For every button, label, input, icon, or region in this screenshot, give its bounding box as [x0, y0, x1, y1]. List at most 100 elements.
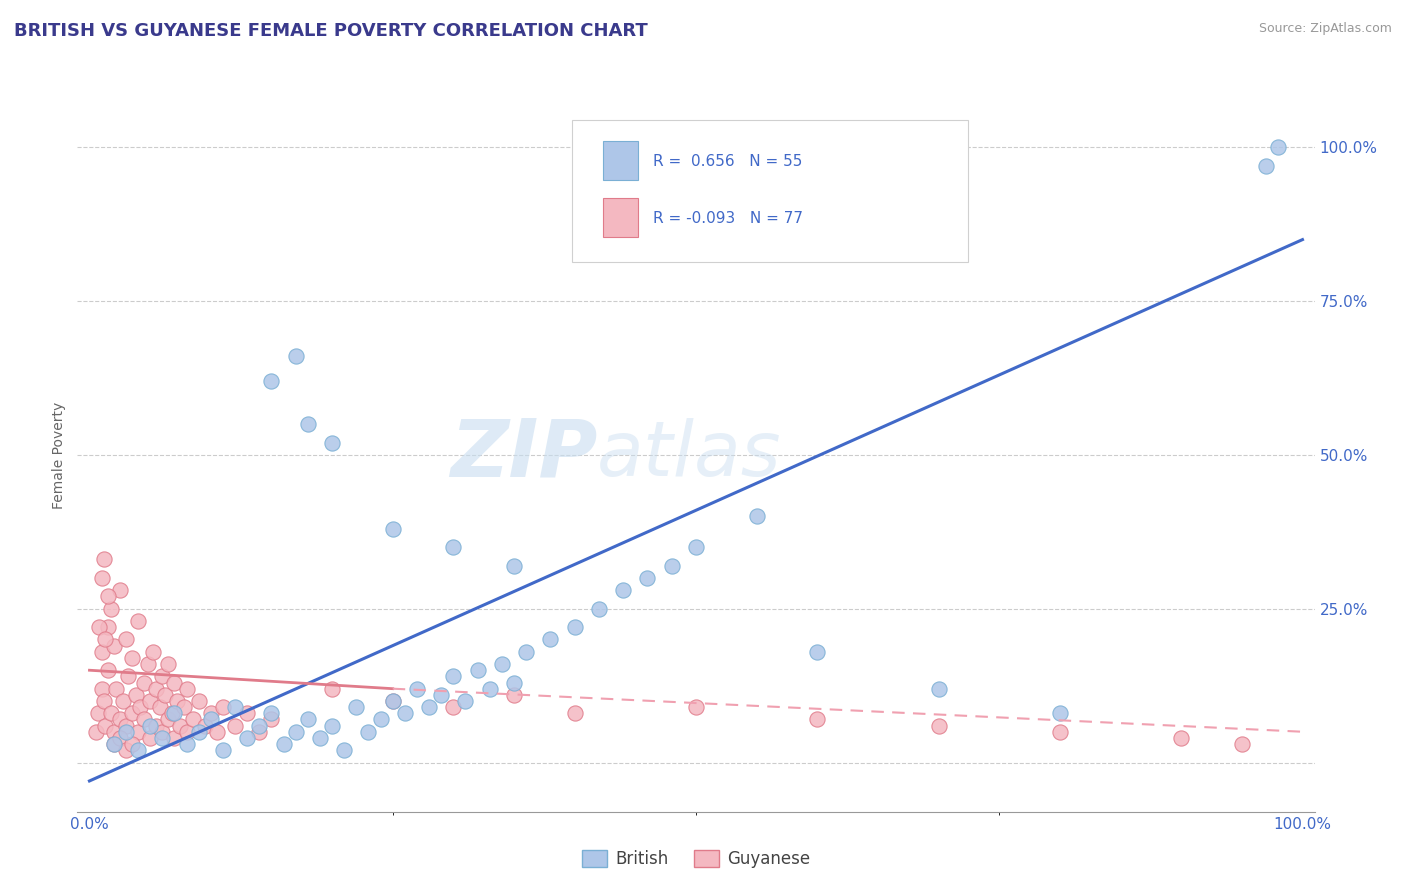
Point: [441, 669, 464, 683]
Point: [478, 681, 501, 696]
Point: [124, 688, 146, 702]
Point: [200, 706, 222, 721]
Point: [173, 700, 195, 714]
Point: [636, 571, 658, 585]
Point: [224, 700, 246, 714]
Point: [297, 417, 319, 432]
Point: [187, 694, 209, 708]
Point: [93, 552, 115, 566]
Point: [430, 688, 453, 702]
Point: [121, 737, 143, 751]
Point: [132, 675, 155, 690]
Point: [212, 743, 235, 757]
Point: [247, 718, 270, 732]
Point: [381, 694, 404, 708]
Point: [441, 540, 464, 554]
Point: [381, 694, 404, 708]
Point: [344, 700, 367, 714]
Point: [150, 669, 173, 683]
Point: [661, 558, 683, 573]
Point: [163, 706, 186, 721]
Point: [284, 724, 307, 739]
Point: [503, 688, 526, 702]
Point: [87, 706, 110, 721]
Point: [108, 731, 131, 745]
Text: R =  0.656   N = 55: R = 0.656 N = 55: [652, 153, 801, 169]
Point: [357, 724, 380, 739]
Point: [181, 713, 204, 727]
Point: [103, 737, 125, 751]
FancyBboxPatch shape: [603, 141, 638, 180]
Point: [284, 350, 307, 364]
Point: [176, 737, 198, 751]
Point: [160, 706, 183, 721]
Point: [685, 540, 707, 554]
Point: [127, 724, 149, 739]
Point: [297, 713, 319, 727]
Point: [121, 706, 143, 721]
Point: [370, 713, 392, 727]
Point: [93, 694, 115, 708]
Point: [1170, 731, 1192, 745]
Point: [163, 675, 186, 690]
Text: ZIP: ZIP: [450, 416, 598, 494]
Point: [97, 590, 120, 604]
Point: [260, 374, 283, 388]
Text: atlas: atlas: [598, 418, 782, 491]
Point: [564, 620, 586, 634]
Point: [538, 632, 561, 647]
Point: [150, 731, 173, 745]
Point: [321, 435, 343, 450]
Point: [169, 718, 191, 732]
Point: [406, 681, 429, 696]
Point: [1049, 724, 1071, 739]
Point: [108, 583, 131, 598]
Point: [90, 681, 112, 696]
Point: [194, 718, 217, 732]
Point: [132, 713, 155, 727]
Point: [90, 571, 112, 585]
Point: [145, 681, 167, 696]
Point: [454, 694, 477, 708]
Point: [333, 743, 356, 757]
Point: [157, 657, 180, 671]
Point: [928, 718, 950, 732]
Point: [515, 645, 537, 659]
Point: [127, 614, 149, 628]
Point: [212, 700, 235, 714]
FancyBboxPatch shape: [572, 120, 969, 262]
Point: [141, 645, 163, 659]
Point: [103, 639, 125, 653]
FancyBboxPatch shape: [603, 198, 638, 237]
Point: [97, 663, 120, 677]
Point: [100, 601, 122, 615]
Point: [806, 645, 828, 659]
Text: Source: ZipAtlas.com: Source: ZipAtlas.com: [1258, 22, 1392, 36]
Point: [117, 669, 139, 683]
Point: [247, 724, 270, 739]
Point: [273, 737, 295, 751]
Point: [139, 694, 162, 708]
Point: [94, 632, 117, 647]
Text: BRITISH VS GUYANESE FEMALE POVERTY CORRELATION CHART: BRITISH VS GUYANESE FEMALE POVERTY CORRE…: [14, 22, 648, 40]
Point: [309, 731, 332, 745]
Point: [394, 706, 416, 721]
Point: [94, 718, 117, 732]
Point: [163, 731, 186, 745]
Point: [115, 718, 138, 732]
Point: [112, 694, 135, 708]
Point: [260, 713, 283, 727]
Point: [685, 700, 707, 714]
Point: [224, 718, 246, 732]
Point: [139, 731, 162, 745]
Point: [115, 632, 138, 647]
Point: [236, 731, 259, 745]
Point: [1254, 159, 1277, 173]
Point: [149, 700, 172, 714]
Point: [1049, 706, 1071, 721]
Point: [166, 694, 188, 708]
Point: [136, 657, 159, 671]
Point: [121, 651, 143, 665]
Point: [321, 681, 343, 696]
Point: [176, 681, 198, 696]
